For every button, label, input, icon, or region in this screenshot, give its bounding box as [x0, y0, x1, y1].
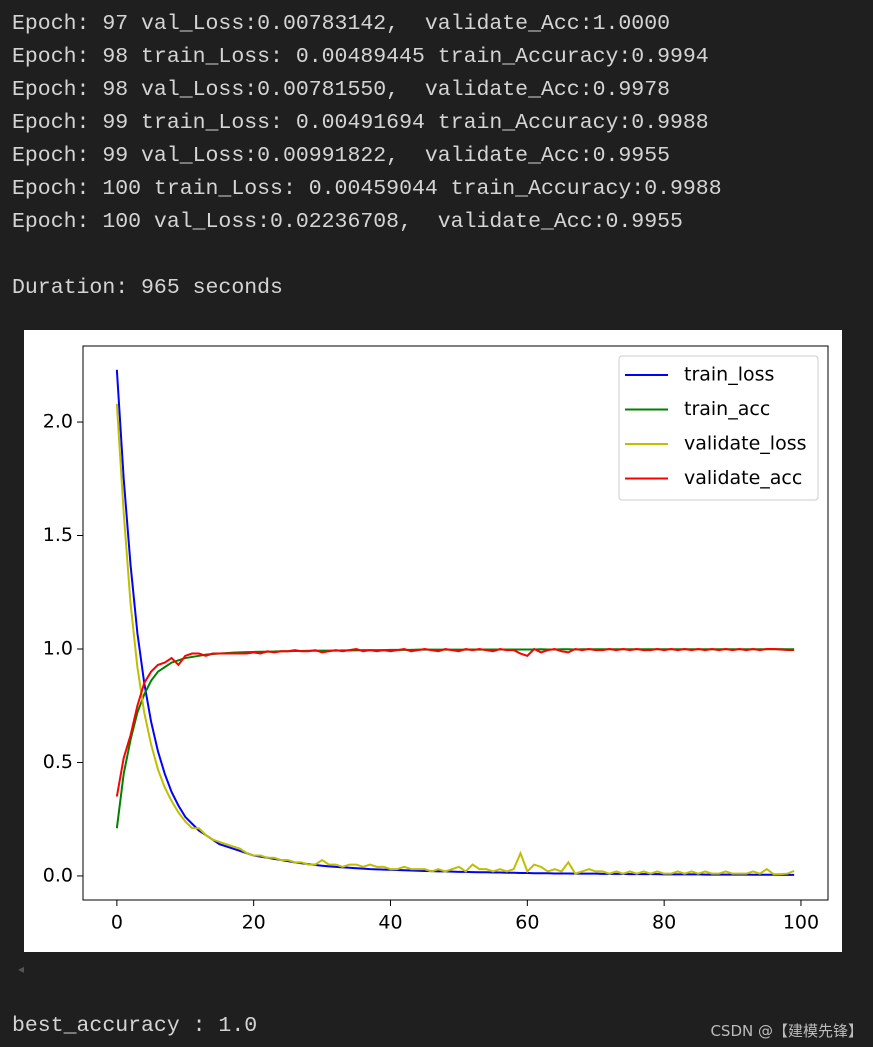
scroll-arrow[interactable]: ◂ — [18, 962, 25, 976]
y-tick-label: 0.0 — [43, 864, 73, 886]
log-line: Epoch: 97 val_Loss:0.00783142, validate_… — [12, 12, 671, 36]
duration: Duration: 965 seconds — [12, 276, 283, 300]
y-tick-label: 1.5 — [43, 524, 73, 546]
axes-frame — [82, 345, 829, 901]
legend-label: train_loss — [684, 364, 774, 386]
log-line: Epoch: 99 train_Loss: 0.00491694 train_A… — [12, 111, 709, 135]
y-tick-label: 0.5 — [43, 751, 73, 773]
log-line: Epoch: 99 val_Loss:0.00991822, validate_… — [12, 144, 671, 168]
watermark: CSDN @【建模先锋】 — [710, 1022, 863, 1040]
line-series — [115, 403, 795, 876]
line-series — [115, 647, 795, 797]
x-tick-label: 0 — [111, 912, 123, 934]
x-tick-label: 100 — [783, 912, 819, 934]
legend-label: train_acc — [684, 398, 770, 420]
result: best_accuracy : 1.0 — [12, 1014, 258, 1038]
legend-label: validate_loss — [684, 433, 807, 455]
log-line: Epoch: 100 train_Loss: 0.00459044 train_… — [12, 177, 722, 201]
x-tick-label: 20 — [242, 912, 266, 934]
x-tick-label: 60 — [515, 912, 539, 934]
chart: 0.0 0.5 1.0 1.5 2.0 0 20 40 60 80 100 train_losstra… — [24, 330, 842, 952]
y-tick-label: 2.0 — [43, 411, 73, 433]
x-tick-label: 40 — [378, 912, 402, 934]
y-tick-label: 1.0 — [43, 637, 73, 659]
line-series — [115, 648, 795, 829]
legend-box — [618, 355, 819, 501]
log-line: Epoch: 98 train_Loss: 0.00489445 train_A… — [12, 45, 709, 69]
log-line: Epoch: 98 val_Loss:0.00781550, validate_… — [12, 78, 671, 102]
log-line: Epoch: 100 val_Loss:0.02236708, validate… — [12, 210, 683, 234]
x-tick-label: 80 — [652, 912, 676, 934]
legend-label: validate_acc — [684, 467, 802, 489]
line-series — [115, 369, 795, 876]
